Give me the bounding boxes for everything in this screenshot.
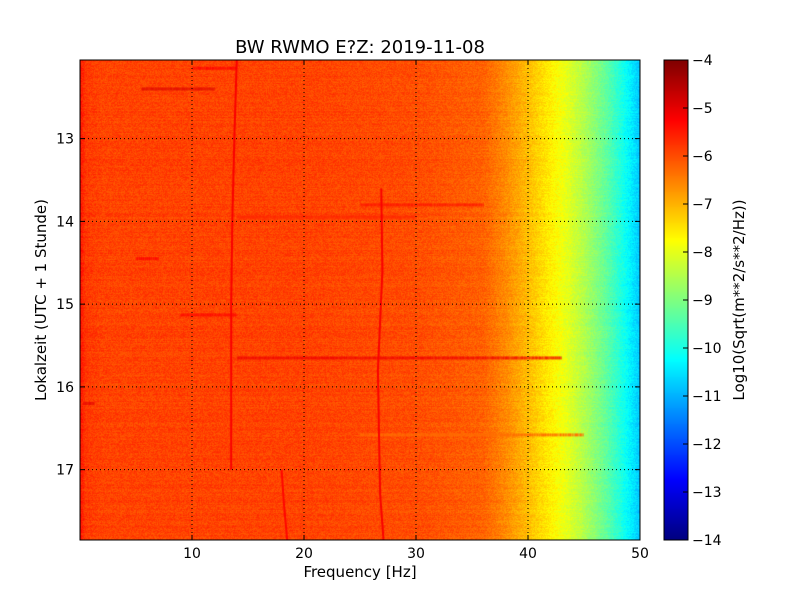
x-tick-label: 10 (183, 546, 201, 562)
colorbar-tick-label: −14 (692, 533, 722, 549)
colorbar-label: Log10(Sqrt(m**2/s**2/Hz)) (730, 199, 748, 400)
x-tick-label: 20 (295, 546, 313, 562)
y-tick-label: 16 (56, 380, 74, 396)
x-axis: 10 20 30 40 50 (183, 60, 649, 562)
y-tick-label: 17 (56, 463, 74, 479)
colorbar-tick-label: −7 (692, 197, 713, 213)
x-tick-label: 50 (631, 546, 649, 562)
x-tick-label: 40 (519, 546, 537, 562)
colorbar-tick-label: −12 (692, 437, 722, 453)
colorbar-tick-label: −11 (692, 389, 722, 405)
grid-lines (80, 60, 640, 540)
colorbar: −4 −5 −6 −7 −8 −9 −10 −11 −12 −13 −14 Log10(Sqrt(m… (663, 53, 748, 549)
x-tick-label: 30 (407, 546, 425, 562)
spectrogram-image (80, 60, 640, 540)
y-tick-label: 14 (56, 214, 74, 230)
colorbar-tick-label: −4 (692, 53, 713, 69)
y-tick-label: 15 (56, 297, 74, 313)
y-axis: 13 14 15 16 17 (56, 132, 640, 479)
x-axis-label: Frequency [Hz] (303, 563, 416, 581)
colorbar-tick-label: −8 (692, 245, 713, 261)
colorbar-tick-label: −10 (692, 341, 722, 357)
colorbar-tick-label: −9 (692, 293, 713, 309)
plot-area (79, 59, 641, 541)
colorbar-tick-label: −6 (692, 149, 713, 165)
chart-title: BW RWMO E?Z: 2019-11-08 (235, 37, 485, 58)
colorbar-tick-label: −13 (692, 485, 722, 501)
colorbar-ticks: −4 −5 −6 −7 −8 −9 −10 −11 −12 −13 −14 (683, 53, 722, 549)
colorbar-tick-label: −5 (692, 101, 713, 117)
y-tick-label: 13 (56, 132, 74, 148)
y-axis-label: Lokalzeit (UTC + 1 Stunde) (32, 199, 50, 401)
plot-frame (79, 59, 641, 541)
